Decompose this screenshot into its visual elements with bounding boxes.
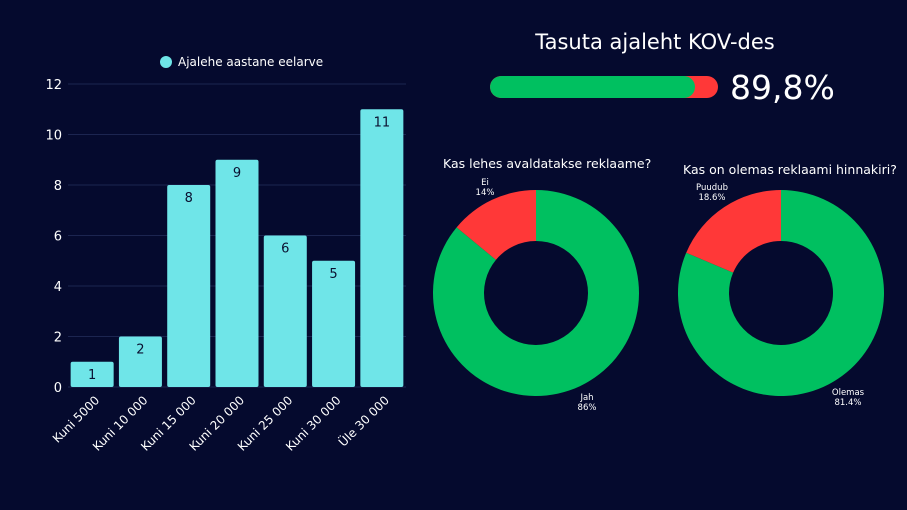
bar (215, 159, 259, 387)
y-tick-label: 8 (54, 179, 62, 194)
x-tick-label: Kuni 5000 (50, 393, 102, 445)
progress-bar (490, 76, 718, 98)
kpi-title: Tasuta ajaleht KOV-des (535, 30, 775, 54)
donut-slice (678, 190, 884, 396)
bar-value-label: 6 (281, 242, 289, 257)
donut-slice (433, 190, 640, 396)
donut-slice (686, 190, 781, 273)
donut-title: Kas lehes avaldatakse reklaame? (443, 156, 651, 171)
y-tick-label: 12 (45, 78, 62, 93)
bar (263, 235, 307, 387)
bar-value-label: 11 (374, 115, 391, 130)
slice-value-label: 86% (578, 403, 597, 413)
bar-value-label: 8 (185, 191, 193, 206)
bar (360, 109, 404, 387)
y-tick-label: 2 (54, 331, 62, 346)
bar (167, 185, 211, 387)
slice-label: Ei (481, 178, 489, 188)
slice-label: Jah (579, 393, 593, 403)
bar (70, 361, 114, 387)
kpi-value: 89,8% (730, 68, 835, 107)
x-tick-label: Üle 30 000 (334, 392, 391, 449)
y-tick-label: 4 (54, 280, 62, 295)
bar-value-label: 2 (136, 343, 144, 358)
slice-value-label: 18.6% (698, 193, 725, 203)
slice-label: Puudub (696, 183, 728, 193)
y-tick-label: 0 (54, 381, 62, 396)
bar (118, 336, 162, 387)
bar-value-label: 9 (233, 166, 241, 181)
bar-value-label: 1 (88, 368, 96, 383)
donut-title: Kas on olemas reklaami hinnakiri? (683, 162, 897, 177)
y-tick-label: 10 (45, 129, 62, 144)
legend-label: Ajalehe aastane eelarve (178, 55, 323, 69)
legend-marker (160, 56, 172, 68)
donut-slice (456, 190, 536, 260)
slice-value-label: 81.4% (834, 398, 861, 408)
bar (312, 260, 356, 387)
bar-value-label: 5 (329, 267, 337, 282)
y-tick-label: 6 (54, 230, 62, 245)
slice-value-label: 14% (476, 188, 495, 198)
progress-fill (490, 76, 695, 98)
slice-label: Olemas (832, 388, 865, 398)
